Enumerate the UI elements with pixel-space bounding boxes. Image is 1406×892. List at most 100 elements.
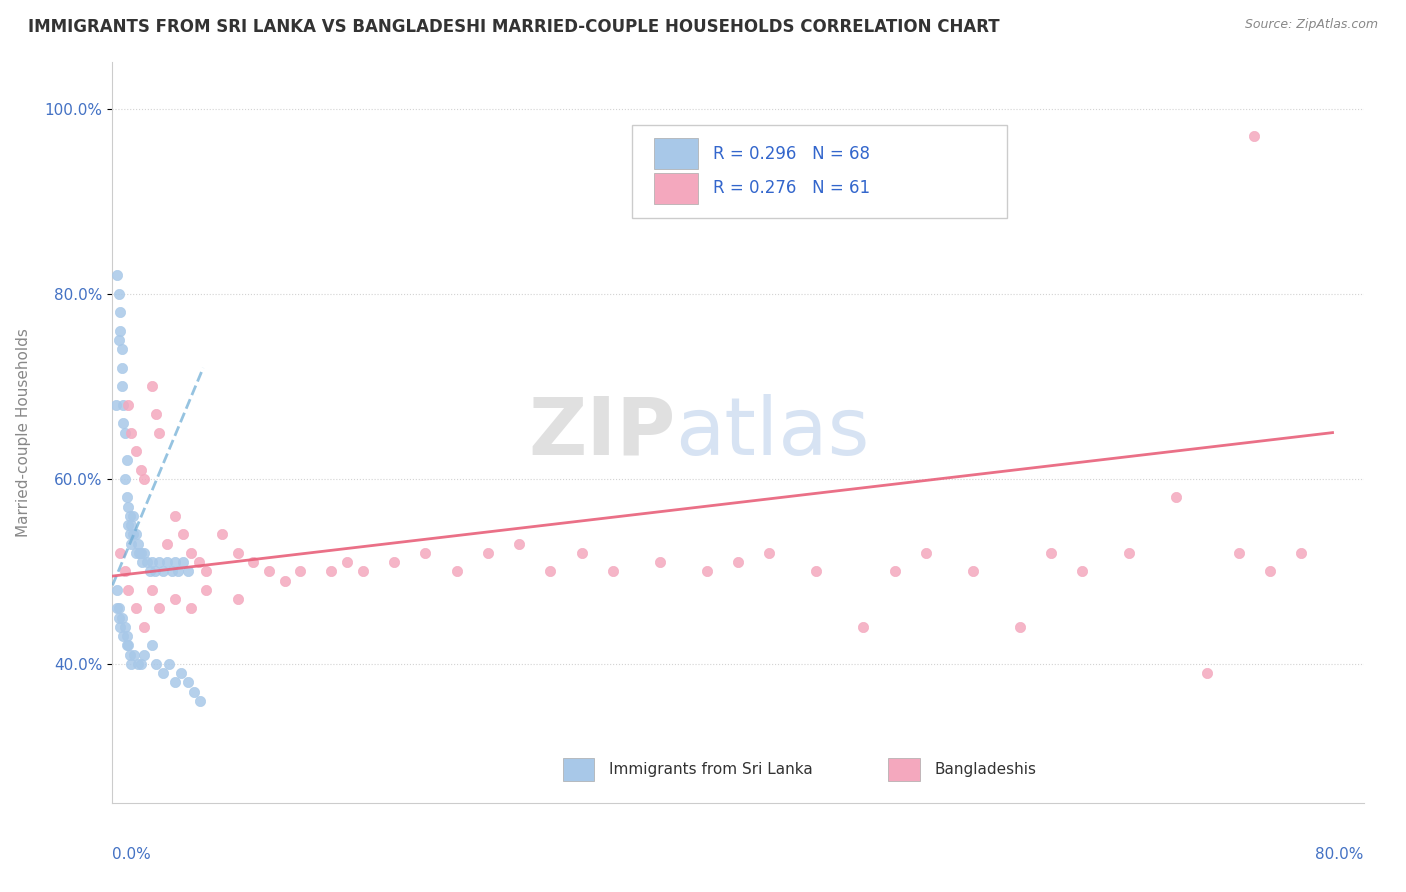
Point: [152, 666, 174, 681]
Point: [602, 565, 624, 579]
Point: [125, 444, 148, 458]
Y-axis label: Married-couple Households: Married-couple Households: [15, 328, 31, 537]
Point: [648, 555, 671, 569]
Point: [105, 268, 128, 283]
Text: Bangladeshis: Bangladeshis: [935, 762, 1036, 777]
Point: [195, 582, 218, 597]
Point: [290, 565, 312, 579]
Point: [107, 601, 129, 615]
Point: [129, 546, 152, 560]
Point: [446, 565, 468, 579]
Point: [111, 610, 134, 624]
Point: [111, 343, 134, 357]
Point: [117, 639, 139, 653]
Point: [110, 324, 132, 338]
Point: [226, 592, 249, 607]
Point: [117, 582, 139, 597]
Point: [352, 565, 374, 579]
Point: [148, 555, 170, 569]
Text: IMMIGRANTS FROM SRI LANKA VS BANGLADESHI MARRIED-COUPLE HOUSEHOLDS CORRELATION C: IMMIGRANTS FROM SRI LANKA VS BANGLADESHI…: [28, 18, 1000, 36]
Point: [188, 694, 211, 708]
Point: [129, 462, 152, 476]
FancyBboxPatch shape: [654, 138, 699, 169]
Point: [883, 565, 905, 579]
Text: atlas: atlas: [675, 393, 870, 472]
Point: [117, 500, 139, 514]
Point: [1166, 491, 1188, 505]
Point: [115, 639, 138, 653]
Point: [141, 379, 163, 393]
Point: [415, 546, 437, 560]
Point: [107, 286, 129, 301]
Point: [118, 648, 141, 662]
Point: [114, 565, 136, 579]
Point: [1243, 129, 1265, 144]
Point: [226, 546, 249, 560]
Point: [105, 582, 128, 597]
Point: [117, 398, 139, 412]
Point: [132, 648, 155, 662]
FancyBboxPatch shape: [562, 757, 595, 781]
Point: [128, 546, 150, 560]
FancyBboxPatch shape: [654, 173, 699, 204]
Point: [111, 379, 134, 393]
Point: [1071, 565, 1094, 579]
Point: [107, 610, 129, 624]
Text: ZIP: ZIP: [529, 393, 675, 472]
Point: [127, 536, 149, 550]
Point: [105, 601, 128, 615]
Point: [1118, 546, 1140, 560]
Point: [114, 620, 136, 634]
Point: [242, 555, 264, 569]
Point: [148, 601, 170, 615]
Point: [132, 546, 155, 560]
Point: [132, 620, 155, 634]
Point: [107, 333, 129, 347]
Point: [129, 657, 152, 671]
Point: [141, 555, 163, 569]
Point: [125, 527, 148, 541]
Text: R = 0.296   N = 68: R = 0.296 N = 68: [713, 145, 870, 162]
Point: [195, 565, 218, 579]
Point: [183, 685, 205, 699]
Point: [172, 527, 194, 541]
Point: [806, 565, 828, 579]
Text: Source: ZipAtlas.com: Source: ZipAtlas.com: [1244, 18, 1378, 31]
Point: [141, 582, 163, 597]
Text: 80.0%: 80.0%: [1316, 847, 1364, 863]
Point: [111, 360, 134, 375]
Text: R = 0.276   N = 61: R = 0.276 N = 61: [713, 179, 870, 197]
Point: [112, 398, 135, 412]
Point: [477, 546, 499, 560]
Point: [727, 555, 749, 569]
Point: [148, 425, 170, 440]
Point: [120, 657, 142, 671]
Point: [145, 657, 167, 671]
Point: [160, 565, 183, 579]
Point: [124, 648, 146, 662]
Point: [1197, 666, 1219, 681]
Point: [110, 620, 132, 634]
Point: [336, 555, 359, 569]
Point: [176, 565, 198, 579]
Point: [145, 407, 167, 421]
Text: Immigrants from Sri Lanka: Immigrants from Sri Lanka: [609, 762, 813, 777]
Point: [112, 417, 135, 431]
Point: [170, 666, 193, 681]
Point: [125, 601, 148, 615]
Point: [571, 546, 593, 560]
Point: [152, 565, 174, 579]
Point: [176, 675, 198, 690]
Point: [135, 555, 157, 569]
Point: [382, 555, 405, 569]
Point: [696, 565, 718, 579]
Point: [121, 508, 143, 523]
Point: [115, 629, 138, 643]
Point: [110, 305, 132, 319]
Point: [127, 657, 149, 671]
Point: [1258, 565, 1281, 579]
Point: [115, 453, 138, 467]
Point: [131, 555, 153, 569]
Point: [163, 592, 186, 607]
Point: [117, 518, 139, 533]
